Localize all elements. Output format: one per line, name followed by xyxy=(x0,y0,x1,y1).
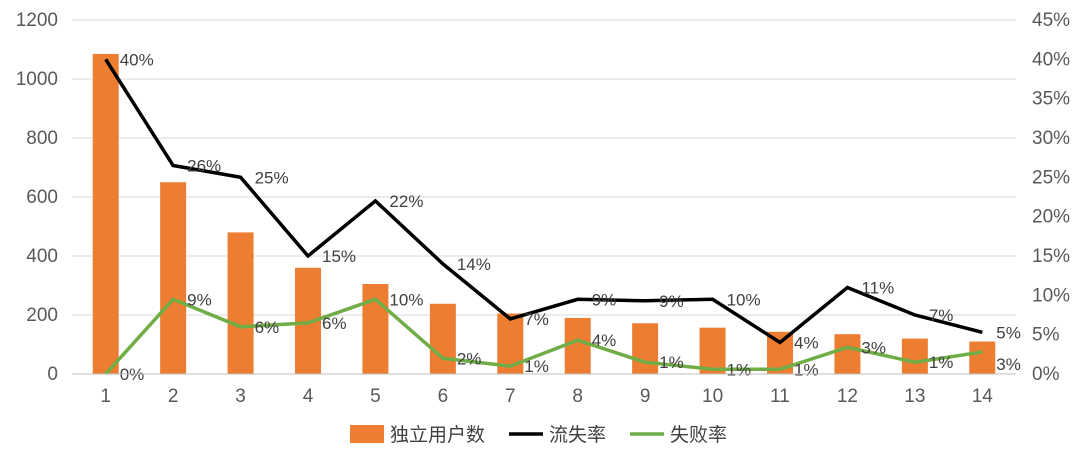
y-right-tick-label: 40% xyxy=(1032,49,1070,70)
legend: 独立用户数 流失率 失败率 xyxy=(350,424,727,446)
bar xyxy=(564,317,591,374)
churn-rate-data-label: 26% xyxy=(187,157,221,176)
bar xyxy=(160,182,187,374)
churn-rate-data-label: 7% xyxy=(524,310,549,329)
failure-rate-data-label: 3% xyxy=(861,338,886,357)
x-tick-label: 14 xyxy=(972,386,994,407)
churn-rate-data-label: 9% xyxy=(592,290,617,309)
x-tick-label: 3 xyxy=(235,386,246,407)
x-tick-label: 6 xyxy=(438,386,449,407)
failure-rate-data-label: 1% xyxy=(659,353,684,372)
y-left-tick-label: 800 xyxy=(26,128,58,149)
x-tick-label: 12 xyxy=(837,386,858,407)
failure-rate-data-label: 1% xyxy=(727,360,752,379)
failure-rate-data-label: 9% xyxy=(187,290,212,309)
legend-label: 流失率 xyxy=(549,424,606,446)
churn-rate-data-label: 5% xyxy=(996,323,1021,342)
y-right-tick-label: 10% xyxy=(1032,285,1070,306)
bar xyxy=(901,338,928,374)
x-tick-label: 8 xyxy=(572,386,583,407)
legend-label: 失败率 xyxy=(670,424,727,446)
x-tick-label: 4 xyxy=(303,386,314,407)
churn-rate-line xyxy=(104,58,983,345)
churn-rate-data-label: 11% xyxy=(861,278,894,297)
data-labels: 40%26%25%15%22%14%7%9% 9% 10%4%11%7%5%0%9%… xyxy=(120,50,1021,384)
failure-rate-data-label: 1% xyxy=(524,357,549,376)
bar xyxy=(92,53,119,375)
y-left-tick-label: 200 xyxy=(26,305,58,326)
x-tick-label: 9 xyxy=(640,386,651,407)
x-tick-label: 10 xyxy=(702,386,723,407)
bar xyxy=(632,323,659,374)
y-right-tick-label: 45% xyxy=(1032,10,1070,31)
bar xyxy=(699,327,726,374)
failure-rate-data-label: 1% xyxy=(794,360,819,379)
bar xyxy=(834,334,861,374)
y-right-tick-label: 0% xyxy=(1032,364,1060,385)
x-tick-label: 7 xyxy=(505,386,516,407)
y-left-tick-label: 400 xyxy=(26,246,58,267)
y-left-tick-label: 600 xyxy=(26,187,58,208)
line-series xyxy=(104,58,983,376)
y-right-tick-label: 20% xyxy=(1032,207,1070,228)
y-right-tick-label: 25% xyxy=(1032,167,1070,188)
x-tick-label: 11 xyxy=(770,386,790,407)
failure-rate-line xyxy=(104,297,983,376)
failure-rate-data-label: 10% xyxy=(389,290,423,309)
x-tick-label: 5 xyxy=(370,386,381,407)
failure-rate-data-label: 3% xyxy=(996,355,1021,374)
legend-label: 独立用户数 xyxy=(390,424,485,446)
bar xyxy=(969,341,996,374)
y-right-tick-label: 5% xyxy=(1032,325,1060,346)
legend-swatch-bar xyxy=(350,425,384,443)
y-left-tick-label: 1000 xyxy=(16,69,58,90)
churn-rate-data-label: 40% xyxy=(120,50,154,69)
churn-rate-data-label: 9% xyxy=(659,292,684,311)
y-left-tick-label: 1200 xyxy=(16,10,58,31)
churn-rate-data-label: 4% xyxy=(794,334,819,353)
y-right-tick-label: 15% xyxy=(1032,246,1070,267)
failure-rate-data-label: 2% xyxy=(457,349,482,368)
failure-rate-data-label: 4% xyxy=(592,331,617,350)
churn-rate-data-label: 7% xyxy=(929,306,954,325)
failure-rate-data-label: 6% xyxy=(322,314,347,333)
churn-rate-data-label: 15% xyxy=(322,247,356,266)
churn-rate-data-label: 22% xyxy=(389,192,423,211)
churn-rate-data-label: 10% xyxy=(727,290,761,309)
bar xyxy=(429,303,456,374)
churn-rate-data-label: 14% xyxy=(457,255,491,274)
y-right-tick-label: 35% xyxy=(1032,89,1070,110)
failure-rate-data-label: 6% xyxy=(255,318,280,337)
failure-rate-data-label: 1% xyxy=(929,353,954,372)
axes: 0200400600800100012000%5%10%15%20%25%30%… xyxy=(16,10,1070,407)
y-right-tick-label: 30% xyxy=(1032,128,1070,149)
y-left-tick-label: 0 xyxy=(47,364,58,385)
bar xyxy=(227,232,254,374)
x-tick-label: 2 xyxy=(168,386,179,407)
churn-rate-data-label: 25% xyxy=(255,168,289,187)
x-tick-label: 13 xyxy=(904,386,925,407)
x-tick-label: 1 xyxy=(100,386,111,407)
